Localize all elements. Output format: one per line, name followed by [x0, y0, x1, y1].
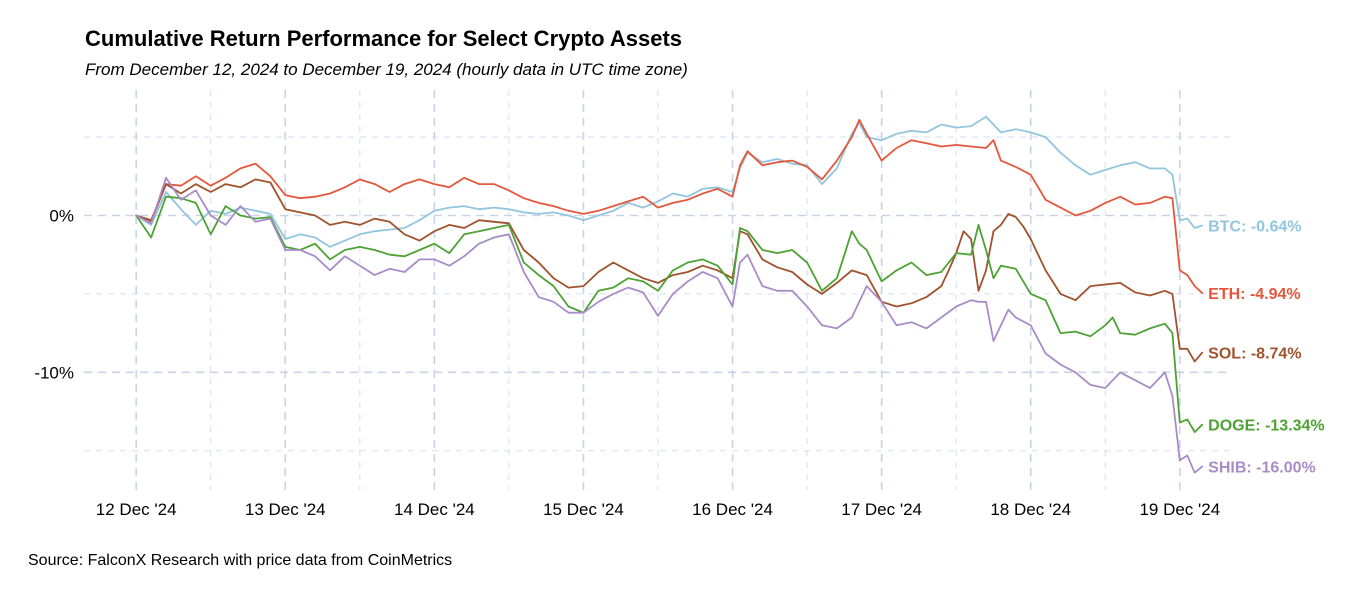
series-line-sol — [135, 178, 1204, 363]
end-label-eth: ETH: -4.94% — [1208, 286, 1300, 303]
x-tick-label: 16 Dec '24 — [692, 500, 773, 519]
series-line-btc — [135, 115, 1204, 248]
series-line-eth — [135, 118, 1204, 294]
series-line-shib — [135, 176, 1204, 474]
y-tick-label: 0% — [49, 206, 74, 225]
chart-title: Cumulative Return Performance for Select… — [85, 26, 683, 51]
x-tick-label: 17 Dec '24 — [841, 500, 922, 519]
end-label-btc: BTC: -0.64% — [1208, 219, 1301, 236]
end-label-doge: DOGE: -13.34% — [1208, 418, 1324, 435]
chart-source: Source: FalconX Research with price data… — [28, 552, 453, 569]
y-tick-label: -10% — [34, 363, 74, 382]
chart-subtitle: From December 12, 2024 to December 19, 2… — [85, 60, 688, 79]
end-label-sol: SOL: -8.74% — [1208, 346, 1301, 363]
series-lines — [135, 115, 1204, 474]
grid — [84, 90, 1232, 490]
x-tick-label: 15 Dec '24 — [543, 500, 624, 519]
x-tick-label: 19 Dec '24 — [1139, 500, 1220, 519]
x-tick-label: 14 Dec '24 — [394, 500, 475, 519]
x-tick-label: 18 Dec '24 — [990, 500, 1071, 519]
end-label-shib: SHIB: -16.00% — [1208, 459, 1316, 476]
series-line-doge — [135, 195, 1204, 433]
y-axis-tick-labels: 0% -10% — [34, 206, 74, 382]
series-end-labels: BTC: -0.64% ETH: -4.94% SOL: -8.74% DOGE: -… — [1208, 219, 1324, 477]
x-axis-tick-labels: 12 Dec '24 13 Dec '24 14 Dec '24 15 Dec '24… — [96, 500, 1220, 519]
x-tick-label: 13 Dec '24 — [245, 500, 326, 519]
x-tick-label: 12 Dec '24 — [96, 500, 177, 519]
